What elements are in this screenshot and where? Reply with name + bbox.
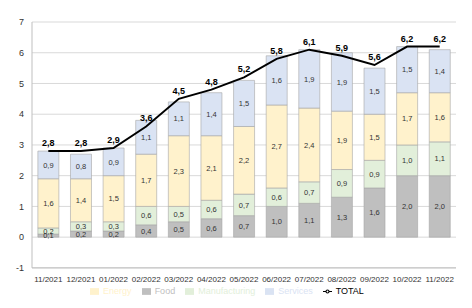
svg-text:0,8: 0,8 <box>76 162 86 171</box>
svg-text:0,4: 0,4 <box>141 227 151 236</box>
svg-text:09/2022: 09/2022 <box>360 275 389 284</box>
svg-text:2,1: 2,1 <box>206 164 216 173</box>
svg-text:2,0: 2,0 <box>402 202 412 211</box>
svg-text:1,1: 1,1 <box>141 133 151 142</box>
svg-text:02/2022: 02/2022 <box>132 275 161 284</box>
svg-text:2,7: 2,7 <box>271 142 281 151</box>
svg-text:01/2022: 01/2022 <box>99 275 128 284</box>
svg-text:0,3: 0,3 <box>108 222 118 231</box>
svg-text:1,9: 1,9 <box>337 78 347 87</box>
svg-text:03/2022: 03/2022 <box>164 275 193 284</box>
svg-text:2,3: 2,3 <box>174 167 184 176</box>
svg-text:1,6: 1,6 <box>369 208 379 217</box>
svg-text:5,9: 5,9 <box>336 43 349 53</box>
svg-text:-1: -1 <box>16 263 24 273</box>
svg-text:0: 0 <box>19 232 24 242</box>
svg-text:1,6: 1,6 <box>271 76 281 85</box>
svg-text:0,7: 0,7 <box>304 188 314 197</box>
svg-text:1,6: 1,6 <box>43 199 53 208</box>
svg-text:0,5: 0,5 <box>174 225 184 234</box>
svg-text:2,4: 2,4 <box>304 141 314 150</box>
svg-text:1,4: 1,4 <box>206 110 216 119</box>
svg-text:0,6: 0,6 <box>141 211 151 220</box>
svg-text:11/2022: 11/2022 <box>426 275 455 284</box>
svg-text:1,5: 1,5 <box>402 65 412 74</box>
svg-text:2,8: 2,8 <box>42 138 55 148</box>
svg-text:0,9: 0,9 <box>43 161 53 170</box>
svg-text:1,5: 1,5 <box>369 87 379 96</box>
svg-text:1,3: 1,3 <box>337 213 347 222</box>
svg-text:0,6: 0,6 <box>206 205 216 214</box>
svg-text:04/2022: 04/2022 <box>197 275 226 284</box>
svg-text:5,2: 5,2 <box>238 64 251 74</box>
svg-text:4,5: 4,5 <box>173 86 186 96</box>
svg-text:11/2021: 11/2021 <box>34 275 63 284</box>
svg-text:1,0: 1,0 <box>402 156 412 165</box>
svg-text:08/2022: 08/2022 <box>327 275 356 284</box>
svg-text:1,5: 1,5 <box>108 194 118 203</box>
svg-text:1: 1 <box>19 202 24 212</box>
svg-text:5,8: 5,8 <box>270 46 283 56</box>
svg-text:1,7: 1,7 <box>141 176 151 185</box>
svg-text:3,6: 3,6 <box>140 113 153 123</box>
svg-text:6,1: 6,1 <box>303 37 316 47</box>
svg-text:0,7: 0,7 <box>239 201 249 210</box>
svg-text:2,9: 2,9 <box>107 135 120 145</box>
svg-text:5: 5 <box>19 79 24 89</box>
svg-text:1,7: 1,7 <box>402 114 412 123</box>
svg-text:0,2: 0,2 <box>76 230 86 239</box>
svg-text:1,9: 1,9 <box>337 136 347 145</box>
svg-text:12/2021: 12/2021 <box>66 275 95 284</box>
html-text:Services: Services <box>278 285 313 296</box>
svg-text:10/2022: 10/2022 <box>393 275 422 284</box>
svg-text:06/2022: 06/2022 <box>262 275 291 284</box>
svg-text:0,2: 0,2 <box>108 230 118 239</box>
html-text:Manufacturing: Manufacturing <box>198 285 256 296</box>
svg-text:6,2: 6,2 <box>433 34 446 44</box>
svg-text:0,6: 0,6 <box>271 193 281 202</box>
svg-text:2,8: 2,8 <box>75 138 88 148</box>
svg-text:0,2: 0,2 <box>43 227 53 236</box>
svg-text:2,0: 2,0 <box>435 202 445 211</box>
svg-text:1,1: 1,1 <box>304 216 314 225</box>
svg-text:1,1: 1,1 <box>435 154 445 163</box>
svg-text:4: 4 <box>19 109 24 119</box>
svg-text:2: 2 <box>19 171 24 181</box>
svg-text:05/2022: 05/2022 <box>230 275 259 284</box>
svg-text:0,7: 0,7 <box>239 222 249 231</box>
svg-text:07/2022: 07/2022 <box>295 275 324 284</box>
svg-text:2,2: 2,2 <box>239 156 249 165</box>
svg-text:1,5: 1,5 <box>239 99 249 108</box>
svg-text:1,1: 1,1 <box>174 114 184 123</box>
svg-text:1,6: 1,6 <box>435 113 445 122</box>
svg-text:1,0: 1,0 <box>271 217 281 226</box>
svg-text:0,1: 0,1 <box>43 231 54 241</box>
svg-text:5,6: 5,6 <box>368 52 381 62</box>
svg-text:0,5: 0,5 <box>174 210 184 219</box>
svg-text:4,8: 4,8 <box>205 77 218 87</box>
svg-text:1,4: 1,4 <box>76 196 86 205</box>
svg-text:1,9: 1,9 <box>304 75 314 84</box>
svg-text:1,4: 1,4 <box>435 67 445 76</box>
svg-text:6: 6 <box>19 48 24 58</box>
html-text:TOTAL: TOTAL <box>335 285 364 296</box>
svg-text:0,9: 0,9 <box>108 158 118 167</box>
svg-text:0,9: 0,9 <box>369 170 379 179</box>
svg-text:7: 7 <box>19 17 24 27</box>
html-text:Food: Food <box>154 285 176 296</box>
html-text:Energy: Energy <box>103 285 132 296</box>
svg-text:1,5: 1,5 <box>369 133 379 142</box>
svg-text:0,3: 0,3 <box>76 222 86 231</box>
svg-text:6,2: 6,2 <box>401 34 414 44</box>
svg-text:0,9: 0,9 <box>337 179 347 188</box>
svg-text:3: 3 <box>19 140 24 150</box>
svg-text:0,6: 0,6 <box>206 224 216 233</box>
